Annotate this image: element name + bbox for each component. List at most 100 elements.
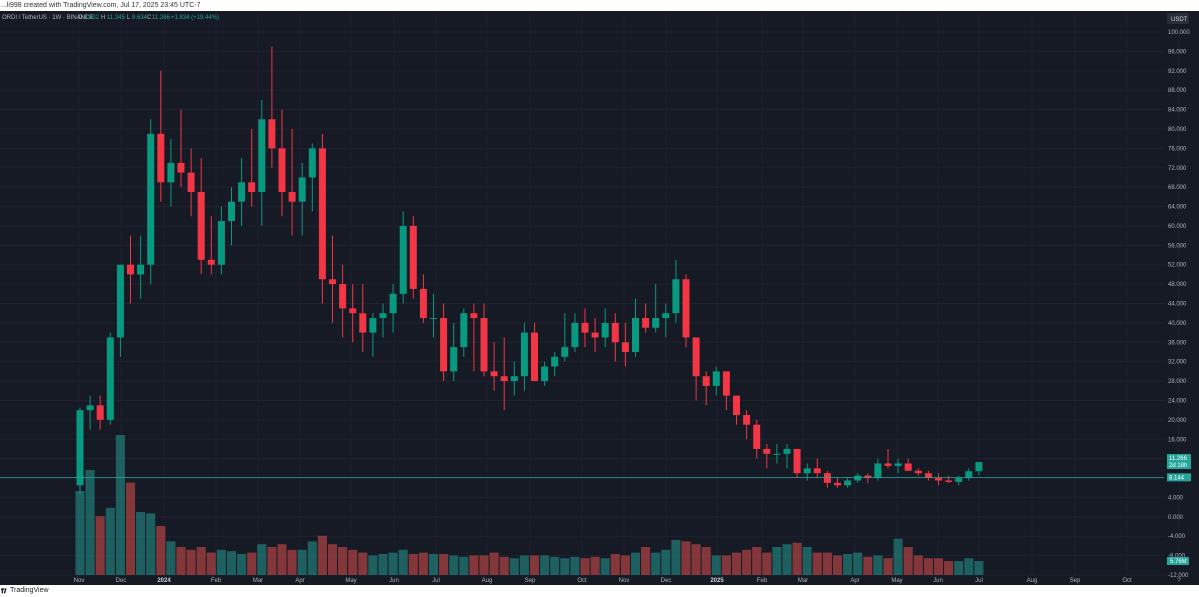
y-tick-label: 36.000: [1168, 340, 1187, 346]
volume-bar: [216, 549, 226, 575]
y-tick-label: 28.000: [1168, 379, 1187, 385]
y-tick-label: 52.000: [1168, 263, 1187, 269]
volume-bar: [651, 552, 661, 575]
y-tick-label: 24.000: [1168, 398, 1187, 404]
volume-bar: [762, 552, 772, 575]
volume-bar: [237, 554, 247, 575]
candle-body: [217, 221, 225, 265]
x-tick-label: May: [345, 578, 356, 584]
candle-body: [137, 264, 145, 275]
candle-body: [157, 133, 165, 183]
last-price-tag: 11.266 2d 18h: [1167, 454, 1191, 470]
volume-bar: [863, 556, 873, 575]
price-axis[interactable]: 100.000 96.000 92.000 88.000 84.000 80.000 76.…: [1168, 30, 1190, 579]
candle-body: [127, 264, 134, 275]
candle-body: [450, 347, 458, 372]
volume-bar: [822, 552, 832, 575]
volume-bar: [398, 549, 408, 575]
volume-bar: [166, 541, 176, 575]
volume-bar: [408, 554, 418, 575]
legend-symbol: ORDI / TetherUS · 1W · BINANCE: [2, 15, 93, 21]
candle-body: [339, 284, 347, 309]
candle-body: [844, 480, 852, 486]
volume-bar: [136, 512, 146, 575]
candle-body: [803, 468, 811, 474]
candle-body: [813, 468, 821, 474]
x-tick-label: Aug: [1027, 578, 1038, 584]
volume-bar: [348, 549, 358, 575]
x-tick-label: Jul: [432, 578, 440, 584]
volume-bar: [146, 513, 156, 575]
candle-body: [834, 482, 841, 486]
x-tick-label: Sep: [1070, 578, 1081, 584]
volume-bar: [883, 558, 893, 575]
volume-tag: 5.76M: [1167, 557, 1189, 565]
candle-body: [197, 191, 205, 260]
candle-body: [106, 337, 114, 420]
footer-bar: TradingView: [0, 585, 1199, 597]
volume-bar: [449, 555, 459, 575]
volume-bar: [903, 547, 913, 575]
candle-body: [389, 293, 397, 314]
candle-body: [702, 376, 710, 386]
candle-body: [288, 191, 296, 202]
candle-body: [147, 133, 155, 265]
candle-body: [359, 313, 367, 333]
candle-body: [318, 148, 326, 280]
y-tick-label: 64.000: [1168, 205, 1187, 211]
x-tick-label: Nov: [619, 578, 630, 584]
volume-bar: [105, 507, 115, 575]
volume-bar: [964, 558, 974, 575]
y-tick-label: 16.000: [1168, 437, 1187, 443]
y-tick-label: 84.000: [1168, 108, 1187, 114]
volume-bar: [731, 552, 742, 575]
candle-body: [642, 318, 650, 328]
candlestick-chart[interactable]: ORDI / TetherUS · 1W · BINANCE O 9.432 H…: [0, 11, 1199, 585]
volume-bar: [630, 552, 641, 575]
candle-body: [167, 162, 175, 183]
legend-l-label: L: [127, 15, 131, 21]
candle-body: [894, 463, 902, 466]
volume-bar: [661, 549, 671, 575]
x-tick-label: Nov: [74, 578, 85, 584]
currency-badge[interactable]: USDT: [1171, 17, 1188, 23]
x-tick-label: Apr: [295, 578, 304, 584]
volume-bar: [95, 516, 105, 575]
currency-badge-bg[interactable]: [1167, 13, 1189, 24]
candle-body: [440, 318, 448, 372]
x-tick-label: Dec: [661, 578, 672, 584]
volume-bar: [913, 555, 923, 575]
volume-bar: [257, 544, 267, 575]
caption-text: ...li998 created with TradingView.com, J…: [1, 2, 201, 9]
level-price-value: 8.144: [1169, 475, 1185, 481]
time-axis[interactable]: Nov Dec 2024 Feb Mar Apr May Jun Jul Aug Sep Oct Nov…: [74, 578, 1182, 584]
candle-body: [248, 182, 256, 192]
volume-bar: [287, 549, 297, 575]
y-tick-label: 96.000: [1168, 49, 1187, 55]
candle-body: [581, 322, 589, 333]
volume-bar: [267, 547, 277, 575]
candle-body: [914, 470, 922, 474]
y-tick-label: 88.000: [1168, 88, 1187, 94]
volume-bar: [378, 554, 388, 575]
y-tick-label: 60.000: [1168, 224, 1187, 230]
last-price-value: 11.266: [1169, 456, 1188, 462]
volume-bar: [600, 558, 610, 575]
volume-bar: [388, 552, 398, 575]
volume-bar: [459, 556, 469, 575]
candle-body: [864, 475, 872, 479]
chart-area[interactable]: ORDI / TetherUS · 1W · BINANCE O 9.432 H…: [0, 11, 1199, 585]
x-tick-label: ?: [1177, 578, 1181, 584]
candle-body: [712, 371, 720, 386]
x-tick-label: Jul: [975, 578, 983, 584]
candle-body: [904, 463, 912, 471]
volume-bar: [610, 554, 620, 575]
y-tick-label: 44.000: [1168, 302, 1187, 308]
candle-body: [854, 475, 862, 481]
candle-body: [430, 318, 437, 320]
legend-c-value: 11.266: [152, 15, 171, 21]
volume-bar: [843, 554, 853, 575]
candle-body: [96, 405, 104, 420]
candle-body: [510, 376, 518, 382]
volume-bar: [802, 547, 812, 575]
